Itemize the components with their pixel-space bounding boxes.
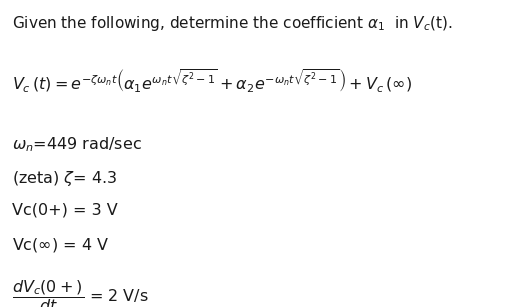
Text: $V_c\,(t) = e^{-\zeta\omega_n t}\left(\alpha_1 e^{\omega_n t\sqrt{\zeta^2-1}} + : $V_c\,(t) = e^{-\zeta\omega_n t}\left(\a… — [12, 68, 412, 95]
Text: Vc($\infty$) = 4 V: Vc($\infty$) = 4 V — [12, 236, 109, 255]
Text: $\omega_n$=449 rad/sec: $\omega_n$=449 rad/sec — [12, 135, 142, 154]
Text: (zeta) $\zeta$= 4.3: (zeta) $\zeta$= 4.3 — [12, 169, 117, 188]
Text: Vc(0+) = 3 V: Vc(0+) = 3 V — [12, 203, 118, 218]
Text: Given the following, determine the coefficient $\alpha_1$  in $V_c$(t).: Given the following, determine the coeff… — [12, 14, 453, 33]
Text: $\dfrac{dV_c(0+)}{dt}$ = 2 V/s: $\dfrac{dV_c(0+)}{dt}$ = 2 V/s — [12, 278, 148, 307]
